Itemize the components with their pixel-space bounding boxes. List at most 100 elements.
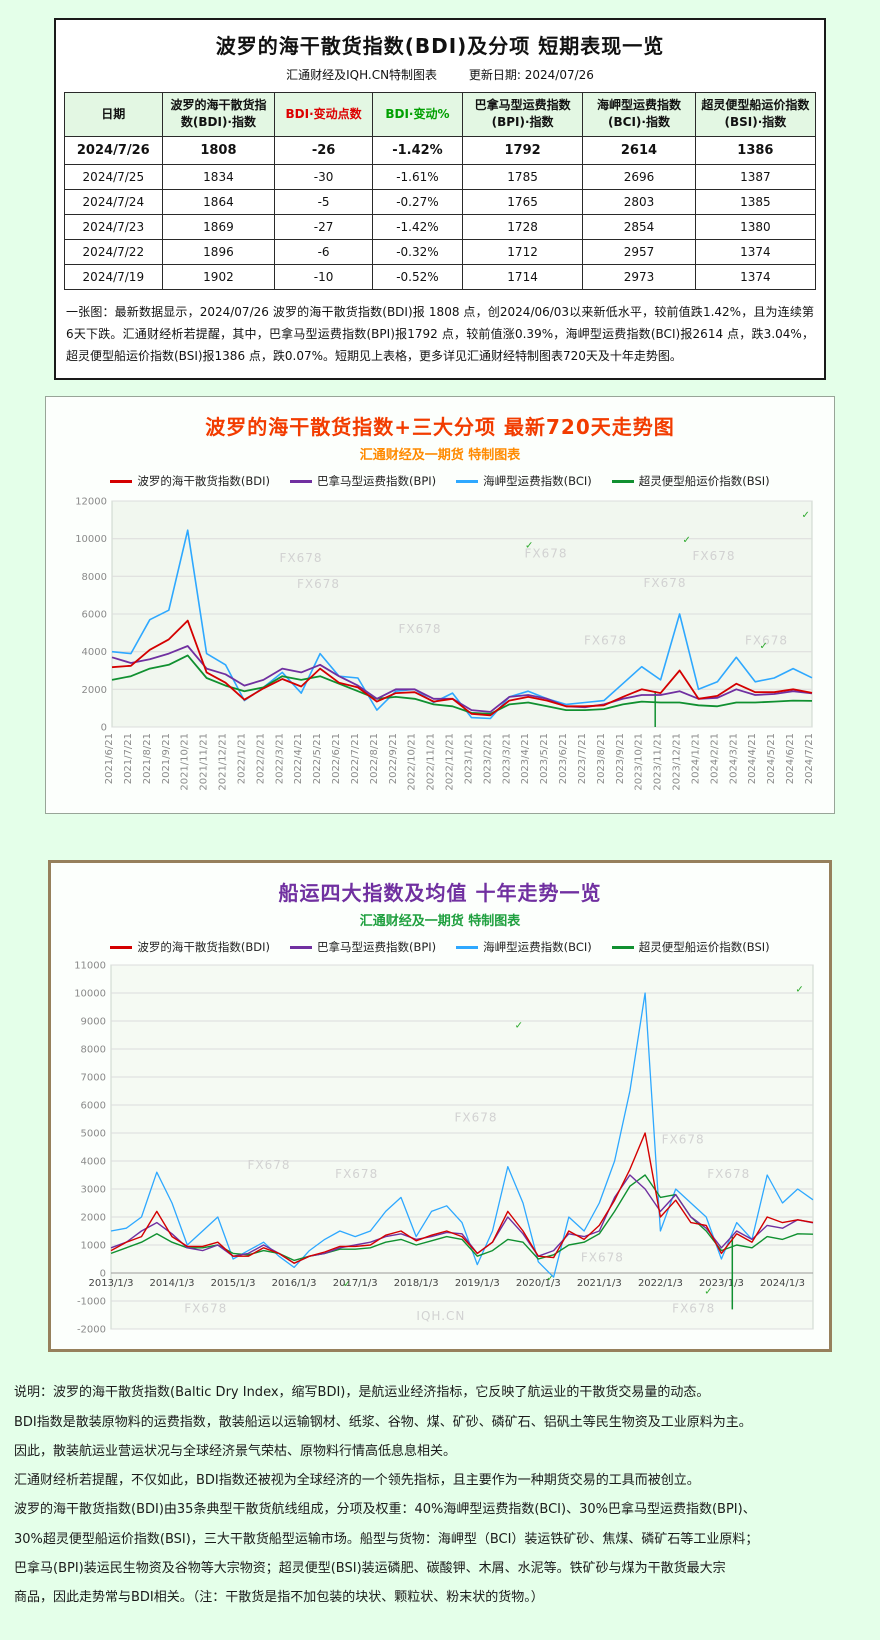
legend-swatch-bdi: [110, 479, 133, 483]
table-cell: 2803: [582, 188, 696, 215]
x-axis-label: 2023/6/21: [558, 733, 569, 784]
x-axis-label: 2022/5/21: [312, 733, 323, 784]
x-axis-label: 2023/2/21: [482, 733, 493, 784]
legend-swatch-bpi: [289, 479, 312, 483]
table-cell: 1714: [461, 263, 584, 290]
x-axis-label: 2021/10/21: [180, 733, 191, 791]
x-axis-label: 2024/7/21: [804, 733, 815, 784]
footer-line: 巴拿马(BPI)装运民生物资及谷物等大宗物资；超灵便型(BSI)装运磷肥、碳酸钾…: [14, 1560, 726, 1576]
legend-swatch-bpi: [289, 945, 312, 949]
x-axis-label: 2021/8/21: [142, 733, 153, 784]
table-cell: 2024/7/25: [64, 163, 163, 190]
series-line-bpi: [111, 645, 813, 714]
table-cell: 1374: [694, 263, 817, 290]
table-cell: 2024/7/19: [64, 263, 163, 290]
y-axis-label: 8000: [82, 572, 107, 583]
fx678-watermark: FX678: [643, 576, 686, 590]
table-row: 2024/7/19 1902 -10 -0.52% 1714 2973 1374: [64, 263, 817, 290]
chart-720d-plot: 0 2000 4000 6000 8000 10000 12000 FX678 FX678 FX6…: [75, 497, 815, 791]
table-note: 一张图：最新数据显示，2024/07/26 波罗的海干散货指数(BDI)报 18…: [66, 304, 814, 364]
x-axis-label: 2024/6/21: [785, 733, 796, 784]
table-cell: 1785: [461, 163, 584, 190]
legend-item-bci: 海岬型运费指数(BCI): [456, 473, 592, 489]
table-cell: 2024/7/23: [64, 213, 163, 240]
x-axis-label: 2021/7/21: [123, 733, 134, 784]
x-axis-label: 2023/3/21: [501, 733, 512, 784]
x-axis-label: 2023/12/21: [672, 733, 683, 791]
legend-swatch-bsi: [611, 945, 634, 949]
table-cell: -5: [274, 188, 373, 215]
table-row: 2024/7/22 1896 -6 -0.32% 1712 2957 1374: [64, 238, 817, 265]
table-cell: -0.27%: [371, 188, 464, 215]
fx678-watermark: FX678: [662, 1133, 705, 1147]
x-axis-label: 2016/1/3: [272, 1278, 317, 1289]
legend-swatch-bsi: [611, 479, 634, 483]
chart-720d-panel: 波罗的海干散货指数+三大分项 最新720天走势图 汇通财经及一期货 特制图表 波…: [45, 396, 835, 815]
chart-10y-title: 船运四大指数及均值 十年走势一览: [278, 881, 602, 906]
y-axis-label: 12000: [75, 497, 107, 508]
table-cell: 1386: [694, 135, 817, 165]
series-line-bdi: [110, 1132, 814, 1265]
table-cell: -26: [274, 135, 373, 165]
chart-10y-panel: 船运四大指数及均值 十年走势一览 汇通财经及一期货 特制图表 波罗的海干散货指数…: [48, 860, 832, 1353]
table-cell: 2696: [582, 163, 696, 190]
x-axis-label: 2022/1/21: [236, 733, 247, 784]
table-cell: -1.61%: [371, 163, 464, 190]
x-axis-label: 2022/6/21: [331, 733, 342, 784]
x-axis-label: 2022/2/21: [255, 733, 266, 784]
x-axis-label: 2023/1/3: [699, 1278, 744, 1289]
fx678-watermark: FX678: [707, 1167, 750, 1181]
chart-720d-subtitle: 汇通财经及一期货 特制图表: [359, 448, 521, 464]
green-tick-mark: ✓: [515, 1021, 523, 1032]
y-axis-label: 2000: [81, 1213, 106, 1224]
explanation-text: 说明：波罗的海干散货指数(Baltic Dry Index，缩写BDI)，是航运…: [14, 1378, 866, 1612]
legend-item-bpi: 巴拿马型运费指数(BPI): [289, 473, 436, 489]
y-axis-label: 8000: [81, 1045, 106, 1056]
legend-swatch-bci: [456, 945, 479, 949]
table-cell: 1834: [161, 163, 276, 190]
table-cell: -0.32%: [371, 238, 464, 265]
table-cell: 2024/7/26: [64, 135, 163, 165]
table-row: 2024/7/24 1864 -5 -0.27% 1765 2803 1385: [64, 188, 817, 215]
table-cell: 1374: [694, 238, 817, 265]
x-axis-label: 2023/1/21: [464, 733, 475, 784]
footer-line: BDI指数是散装原物料的运费指数，散装船运以运输钢材、纸浆、谷物、煤、矿砂、磷矿…: [14, 1414, 752, 1430]
legend-item-bdi: 波罗的海干散货指数(BDI): [110, 473, 270, 489]
bdi-summary-panel: 波罗的海干散货指数(BDI)及分项 短期表现一览 汇通财经及IQH.CN特制图表…: [54, 18, 826, 381]
table-cell: 2614: [582, 135, 696, 165]
table-row: 2024/7/26 1808 -26 -1.42% 1792 2614 1386: [64, 135, 817, 165]
table-header-row: 日期 波罗的海干散货指数(BDI)·指数 BDI·变动点数 BDI·变动% 巴拿马型运费…: [64, 92, 817, 137]
table-cell: -30: [274, 163, 373, 190]
x-axis-label: 2020/1/3: [516, 1278, 561, 1289]
table-cell: 2973: [582, 263, 696, 290]
table-cell: 1808: [161, 135, 276, 165]
table-cell: -10: [274, 263, 373, 290]
fx678-watermark: FX678: [398, 623, 441, 637]
x-axis-label: 2023/11/21: [653, 733, 664, 791]
x-axis-label: 2022/7/21: [350, 733, 361, 784]
x-axis-label: 2022/8/21: [369, 733, 380, 784]
fx678-watermark: FX678: [279, 551, 322, 565]
y-axis-label: 11000: [74, 961, 106, 972]
x-axis-label: 2021/1/3: [577, 1278, 622, 1289]
footer-line: 说明：波罗的海干散货指数(Baltic Dry Index，缩写BDI)，是航运…: [14, 1385, 710, 1401]
x-axis-label: 2021/6/21: [104, 733, 115, 784]
legend-label-bpi: 巴拿马型运费指数(BPI): [316, 940, 437, 955]
y-axis-label: -1000: [77, 1297, 106, 1308]
y-axis-label: 2000: [82, 685, 107, 696]
y-axis-label: 0: [100, 1269, 106, 1280]
x-axis-label: 2023/10/21: [634, 733, 645, 791]
table-cell: -1.42%: [371, 213, 464, 240]
legend-label-bdi: 波罗的海干散货指数(BDI): [137, 474, 270, 489]
legend-item-bsi: 超灵便型船运价指数(BSI): [611, 473, 770, 489]
green-tick-mark: ✓: [704, 1287, 712, 1298]
fx678-watermark: FX678: [745, 634, 788, 648]
table-cell: 2854: [582, 213, 696, 240]
fx678-watermark: FX678: [584, 634, 627, 648]
y-axis-label: 10000: [75, 535, 107, 546]
fx678-watermark: FX678: [581, 1251, 624, 1265]
chart-10y-subtitle: 汇通财经及一期货 特制图表: [359, 914, 521, 930]
y-axis-label: -2000: [77, 1325, 106, 1336]
x-axis-label: 2021/9/21: [161, 733, 172, 784]
table-cell: 1728: [461, 213, 584, 240]
